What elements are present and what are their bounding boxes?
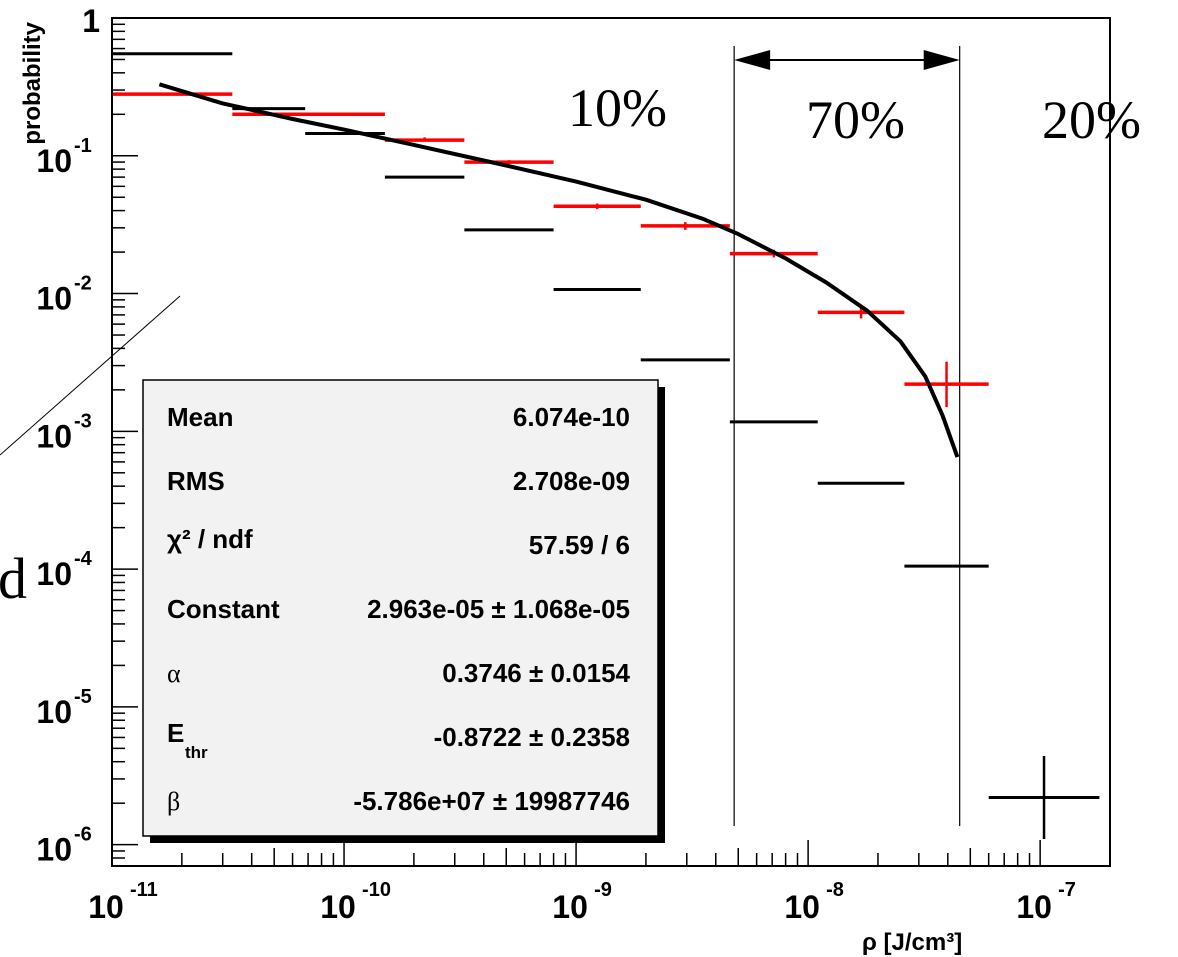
y-tick-label-1: 1 xyxy=(82,3,100,39)
stats-name-5: α xyxy=(167,659,181,688)
region-arrow-right-head xyxy=(923,50,960,70)
fit-curve xyxy=(158,82,960,458)
y-tick-exponent-3: -2 xyxy=(74,273,92,295)
y-tick-label-2: 10 xyxy=(36,143,72,179)
black-series-point-11 xyxy=(988,756,1100,839)
stats-value-3: 57.59 / 6 xyxy=(529,530,630,560)
x-tick-exponent-5: -7 xyxy=(1058,879,1076,901)
region-label-2: 70% xyxy=(806,90,905,150)
stats-box xyxy=(142,379,659,837)
stats-name-subscript: thr xyxy=(185,743,208,762)
x-tick-label-5: 10 xyxy=(1016,889,1052,925)
y-tick-label-7: 10 xyxy=(36,832,72,868)
stats-name-2: RMS xyxy=(167,466,225,496)
edge-fragment-text: d xyxy=(0,546,27,611)
y-tick-exponent-4: -3 xyxy=(74,410,92,432)
stats-value-5: 0.3746 ± 0.0154 xyxy=(442,658,630,688)
y-tick-exponent-5: -4 xyxy=(74,548,93,570)
region-label-1: 10% xyxy=(568,78,667,138)
stats-name-6: E xyxy=(167,718,184,748)
stats-name-7: β xyxy=(167,787,180,816)
stats-value-6: -0.8722 ± 0.2358 xyxy=(434,722,630,752)
y-tick-label-5: 10 xyxy=(36,556,72,592)
diagonal-guide-line xyxy=(0,295,181,456)
x-tick-label-3: 10 xyxy=(552,889,588,925)
stats-value-7: -5.786e+07 ± 19987746 xyxy=(353,786,630,816)
stats-value-4: 2.963e-05 ± 1.068e-05 xyxy=(367,594,630,624)
y-axis-title: probability xyxy=(19,21,46,144)
x-tick-exponent-2: -10 xyxy=(362,879,391,901)
stats-value-1: 6.074e-10 xyxy=(513,402,630,432)
region-label-3: 20% xyxy=(1042,90,1141,150)
plot-frame xyxy=(111,17,1111,867)
y-tick-exponent-6: -5 xyxy=(74,686,92,708)
x-tick-exponent-3: -9 xyxy=(594,879,612,901)
y-tick-label-3: 10 xyxy=(36,281,72,317)
x-axis-title: ρ [J/cm³] xyxy=(862,929,962,956)
y-tick-label-6: 10 xyxy=(36,694,72,730)
x-tick-exponent-1: -11 xyxy=(130,879,158,901)
x-tick-label-1: 10 xyxy=(88,889,124,925)
x-tick-exponent-4: -8 xyxy=(826,879,844,901)
x-tick-label-4: 10 xyxy=(784,889,820,925)
stats-name-3: χ² / ndf xyxy=(167,524,253,554)
stats-value-2: 2.708e-09 xyxy=(513,466,630,496)
region-arrow-left-head xyxy=(734,50,771,70)
red-series-point-9 xyxy=(904,361,989,408)
y-tick-label-4: 10 xyxy=(36,418,72,454)
red-series-point-5 xyxy=(553,203,641,210)
stats-name-4: Constant xyxy=(167,594,280,624)
y-tick-exponent-7: -6 xyxy=(74,824,92,846)
y-tick-exponent-2: -1 xyxy=(74,135,92,157)
stats-name-1: Mean xyxy=(167,402,233,432)
x-tick-label-2: 10 xyxy=(320,889,356,925)
red-series-point-4 xyxy=(464,160,554,165)
